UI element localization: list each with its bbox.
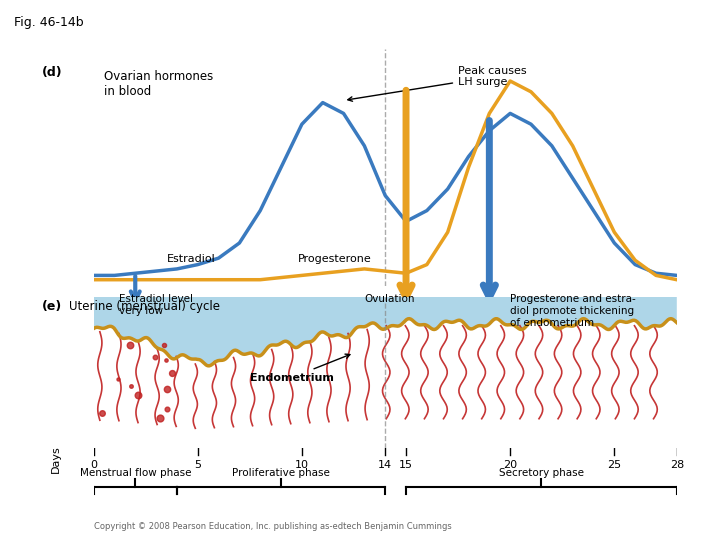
Text: (e): (e) [42,300,62,313]
Text: 14: 14 [378,460,392,470]
Text: Fig. 46-14b: Fig. 46-14b [14,16,84,29]
Text: Estradiol: Estradiol [166,254,215,265]
Text: Progesterone and estra-
diol promote thickening
of endometrium: Progesterone and estra- diol promote thi… [510,294,636,327]
Text: 25: 25 [607,460,621,470]
Text: 0: 0 [90,460,97,470]
Text: Uterine (menstrual) cycle: Uterine (menstrual) cycle [68,300,220,313]
Text: (d): (d) [42,66,62,79]
Text: Copyright © 2008 Pearson Education, Inc. publishing as-edtech Benjamin Cummings: Copyright © 2008 Pearson Education, Inc.… [94,522,451,531]
Text: Proliferative phase: Proliferative phase [232,468,330,478]
Text: Peak causes
LH surge: Peak causes LH surge [348,66,527,102]
Text: 10: 10 [295,460,309,470]
Text: Menstrual flow phase: Menstrual flow phase [79,468,191,478]
Text: Estradiol level
very low: Estradiol level very low [119,294,192,316]
Text: Days: Days [51,445,61,473]
Text: 15: 15 [399,460,413,470]
Text: Ovarian hormones
in blood: Ovarian hormones in blood [104,70,213,98]
Text: 5: 5 [194,460,202,470]
Text: 20: 20 [503,460,517,470]
Polygon shape [94,297,677,366]
Text: 28: 28 [670,460,684,470]
Text: Ovulation: Ovulation [364,294,415,305]
Text: Endometrium: Endometrium [250,354,350,383]
Text: Progesterone: Progesterone [298,254,372,265]
Text: Secretory phase: Secretory phase [499,468,584,478]
